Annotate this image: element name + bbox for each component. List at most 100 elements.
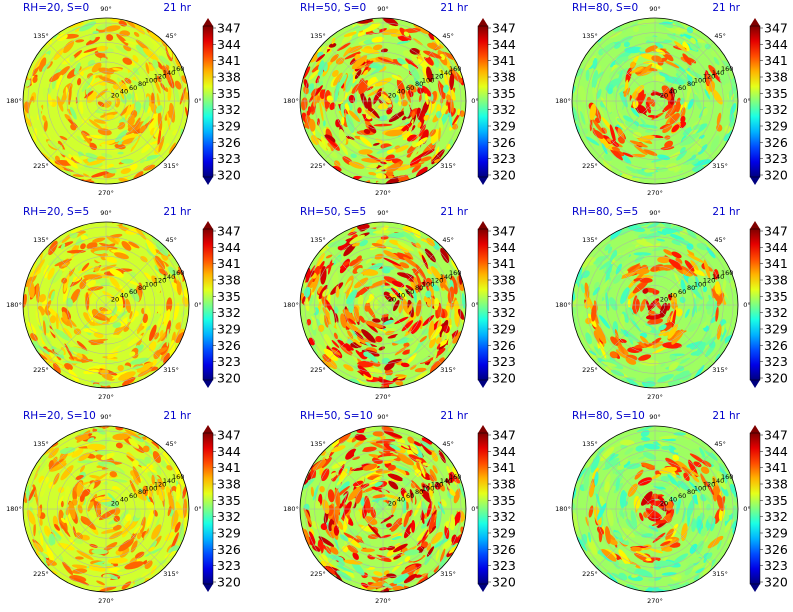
heat-cell xyxy=(712,476,718,488)
radial-tick-label: 40 xyxy=(669,496,677,504)
heat-cell xyxy=(135,39,149,51)
heat-cell xyxy=(55,313,59,331)
heat-cell xyxy=(607,246,613,254)
heat-cell xyxy=(376,498,384,516)
heat-cell xyxy=(104,255,118,264)
heat-cell xyxy=(308,337,315,346)
colorbar-tick-label: 338 xyxy=(764,70,788,85)
grid-spoke xyxy=(596,246,656,306)
heat-cell xyxy=(638,113,651,124)
heat-cell xyxy=(402,231,417,244)
heat-cell xyxy=(656,238,666,242)
polar-frame xyxy=(299,221,467,389)
heat-cell xyxy=(686,499,695,518)
grid-spoke xyxy=(654,508,714,568)
heat-cell xyxy=(79,21,97,32)
radial-tick-label: 40 xyxy=(120,88,128,96)
heat-cell xyxy=(374,481,383,487)
heat-cell xyxy=(416,149,435,159)
heat-cell xyxy=(336,570,352,581)
heat-cell xyxy=(66,319,73,328)
heat-cell xyxy=(626,172,646,178)
heat-cell xyxy=(429,474,435,482)
heat-cell xyxy=(177,273,183,283)
angle-tick-label: 45° xyxy=(714,32,726,40)
heat-cell xyxy=(89,475,101,479)
heat-cell xyxy=(175,332,186,344)
heat-cell xyxy=(716,472,727,490)
grid-spoke xyxy=(324,304,384,364)
heat-cell xyxy=(312,318,317,331)
heat-cell xyxy=(687,277,696,290)
heat-cell xyxy=(619,457,629,466)
heat-cell xyxy=(372,88,382,105)
heat-cell xyxy=(148,341,157,352)
heat-cell xyxy=(81,262,90,272)
heat-cell xyxy=(175,483,181,501)
heat-cell xyxy=(140,255,148,263)
heat-cell xyxy=(630,546,642,552)
heat-cell xyxy=(96,23,112,30)
heat-cell xyxy=(651,55,663,63)
heat-cell xyxy=(126,93,132,100)
heat-cell xyxy=(52,529,62,539)
heat-cell xyxy=(158,55,171,66)
heat-cell xyxy=(457,108,461,116)
colorbar-gradient xyxy=(202,25,214,178)
radial-tick-label: 100 xyxy=(694,280,706,288)
angle-tick-label: 270° xyxy=(98,597,114,605)
heat-cell xyxy=(336,42,351,51)
heat-cell xyxy=(428,262,438,269)
heat-cell xyxy=(414,371,428,382)
heat-cell xyxy=(97,563,114,567)
colorbar-tick-label: 335 xyxy=(764,493,788,508)
radial-tick-label: 140 xyxy=(163,273,175,281)
angle-tick-label: 225° xyxy=(310,570,326,578)
heat-cell xyxy=(73,577,90,586)
heat-cell xyxy=(319,486,325,493)
heat-cell xyxy=(666,501,673,511)
heat-cell xyxy=(358,149,373,155)
heat-cell xyxy=(700,444,713,453)
heat-cell xyxy=(70,288,81,304)
heat-cell xyxy=(693,84,699,94)
heat-cell xyxy=(153,287,162,302)
heat-cell xyxy=(86,160,103,166)
heat-cell xyxy=(127,43,137,48)
colorbar-tick-label: 341 xyxy=(492,53,516,68)
radial-tick-label: 80 xyxy=(415,284,423,292)
heat-cell xyxy=(679,146,686,154)
heat-cell xyxy=(710,50,725,61)
heat-cell xyxy=(630,107,640,117)
heat-cell xyxy=(647,115,659,118)
heat-cell xyxy=(421,514,425,525)
heat-cell xyxy=(671,330,684,345)
heat-cell xyxy=(40,532,44,546)
colorbar-gradient xyxy=(202,432,214,585)
radial-tick-label: 20 xyxy=(660,295,668,303)
heat-cell xyxy=(323,120,326,127)
heat-cell xyxy=(90,170,111,178)
heat-cell xyxy=(654,23,668,32)
heat-cell xyxy=(157,312,167,327)
colorbar-gradient xyxy=(749,228,761,381)
heat-cell xyxy=(585,69,590,82)
heat-cell xyxy=(664,140,674,149)
heat-cell xyxy=(47,267,55,280)
heat-cell xyxy=(690,138,702,152)
heat-cell xyxy=(312,274,320,293)
radial-tick-label: 160 xyxy=(721,65,733,73)
heat-cell xyxy=(393,573,410,584)
heat-cell xyxy=(80,235,88,241)
heat-cell xyxy=(662,342,682,349)
heat-cell xyxy=(335,493,339,508)
heat-cell xyxy=(158,136,165,153)
heat-cell xyxy=(409,48,420,55)
heat-cell xyxy=(353,444,365,456)
panel-time-label: 21 hr xyxy=(440,2,468,14)
heat-cell xyxy=(102,542,118,552)
colorbar-tick-label: 347 xyxy=(217,428,241,443)
grid-spoke xyxy=(324,450,384,510)
heat-cell xyxy=(639,298,647,312)
